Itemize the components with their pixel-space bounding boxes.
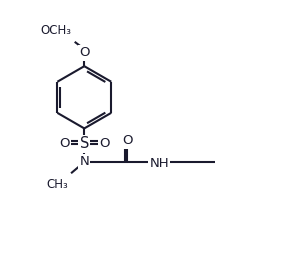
Text: N: N: [79, 155, 89, 168]
Text: O: O: [59, 138, 69, 150]
Text: OCH₃: OCH₃: [40, 24, 71, 37]
Text: S: S: [80, 137, 89, 151]
Text: NH: NH: [149, 157, 169, 170]
Text: CH₃: CH₃: [46, 178, 68, 191]
Text: O: O: [122, 134, 132, 147]
Text: O: O: [99, 138, 110, 150]
Text: O: O: [79, 46, 90, 59]
